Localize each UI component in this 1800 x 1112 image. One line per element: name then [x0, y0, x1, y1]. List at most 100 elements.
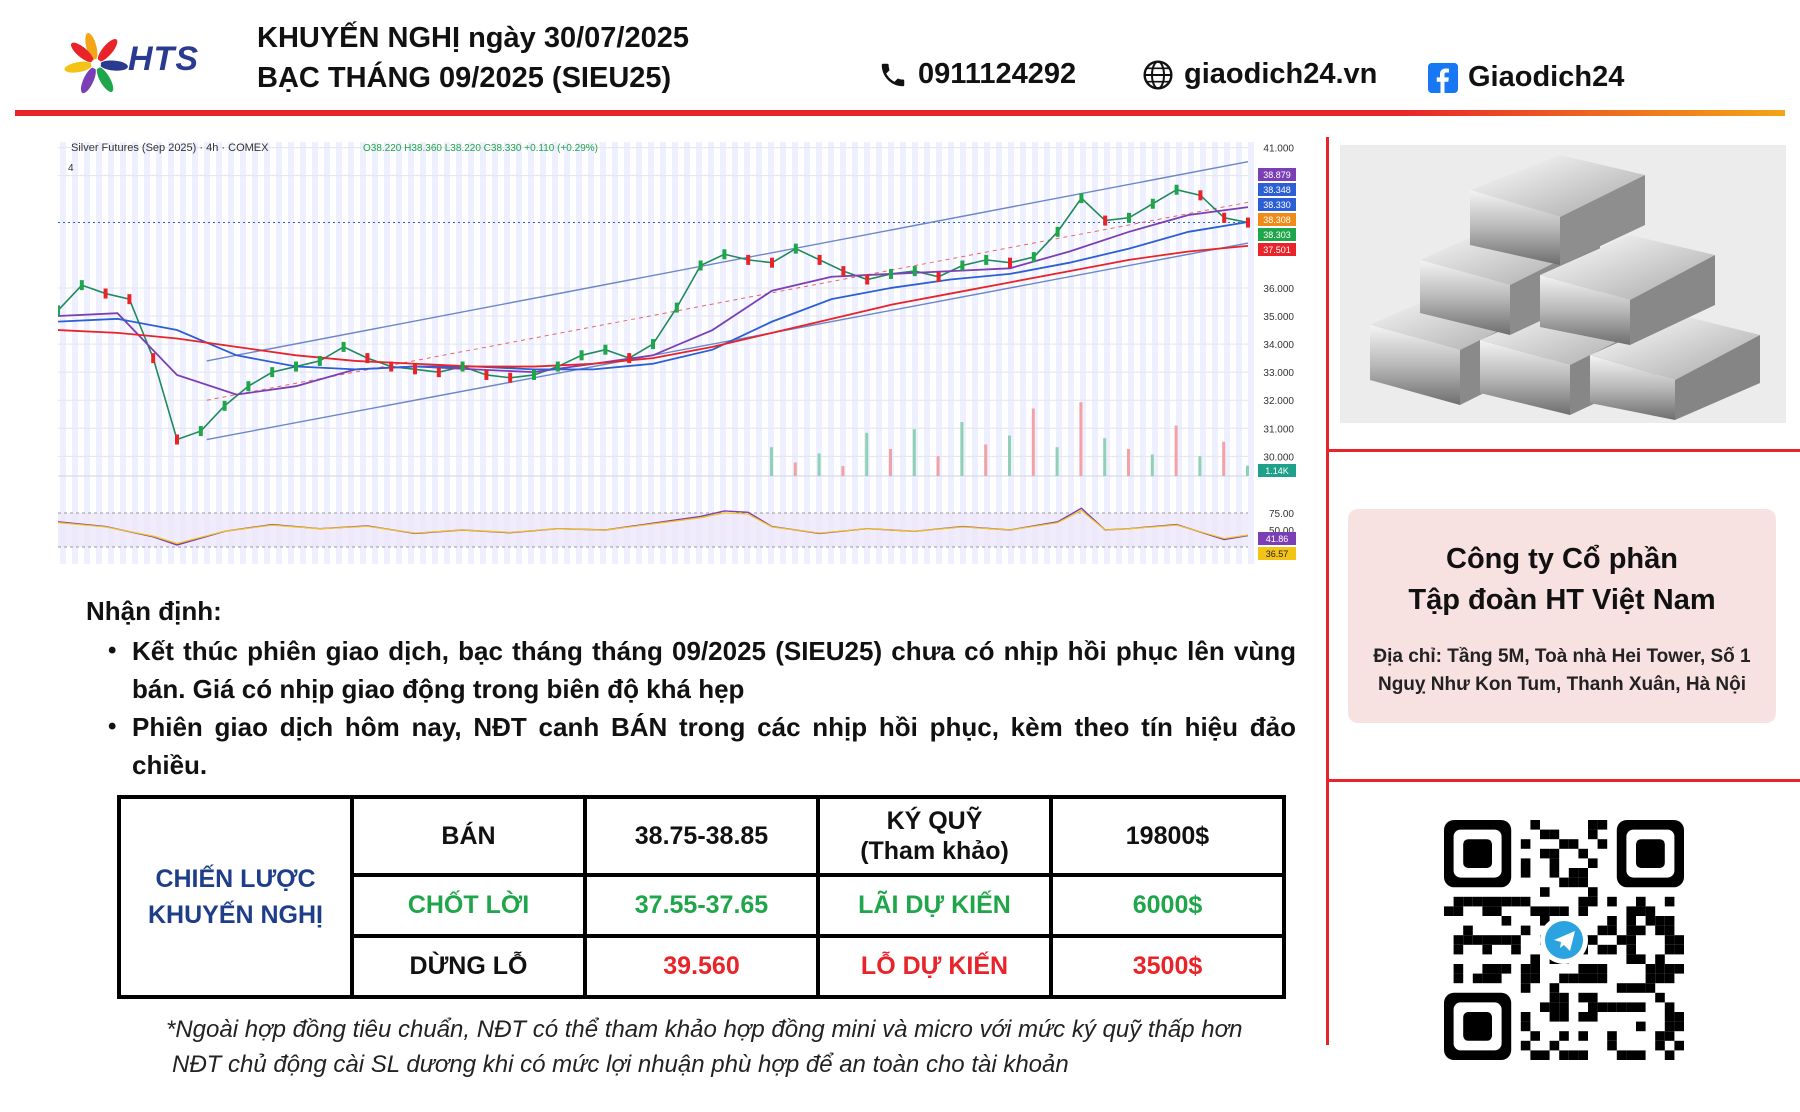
- candle-mark: [246, 381, 251, 392]
- candle-mark: [1127, 212, 1131, 223]
- qr-module: [1588, 896, 1598, 907]
- qr-module: [1453, 944, 1464, 955]
- qr-module: [1530, 964, 1540, 974]
- qr-module: [1655, 964, 1665, 974]
- qr-module: [1597, 1002, 1608, 1012]
- qr-module: [1655, 973, 1665, 984]
- bg-stripe: [924, 142, 930, 564]
- qr-module: [1578, 877, 1588, 888]
- bg-stripe: [156, 142, 162, 564]
- margin-label: KÝ QUỸ (Tham khảo): [816, 795, 1053, 877]
- telegram-qr-code[interactable]: [1444, 820, 1684, 1060]
- candle-mark: [1150, 198, 1155, 209]
- rsi-label: 41.86: [1266, 534, 1289, 544]
- website-text: giaodich24.vn: [1184, 58, 1378, 90]
- qr-module: [1597, 839, 1608, 849]
- candle-mark: [1174, 184, 1179, 195]
- qr-module: [1636, 925, 1646, 936]
- volume-bar: [912, 429, 916, 476]
- bg-stripe: [1032, 142, 1038, 564]
- analysis-title: Nhận định:: [86, 596, 222, 626]
- qr-module: [1453, 973, 1464, 984]
- qr-module: [1559, 877, 1569, 888]
- volume-bar: [817, 453, 821, 476]
- rsi-label-box: [1258, 532, 1296, 545]
- volume-bar: [1246, 465, 1249, 476]
- qr-module: [1626, 906, 1636, 916]
- candle-mark: [1079, 193, 1084, 204]
- candle-mark: [484, 369, 489, 380]
- bg-stripe: [168, 142, 174, 564]
- bg-stripe: [792, 142, 798, 564]
- facebook-icon: [1428, 62, 1458, 93]
- company-info-card: Công ty Cổ phần Tập đoàn HT Việt Nam Địa…: [1348, 509, 1776, 723]
- candle-mark: [722, 249, 727, 260]
- qr-module: [1578, 992, 1588, 1003]
- qr-module: [1636, 983, 1646, 993]
- qr-module: [1616, 1002, 1627, 1012]
- bg-stripe: [1068, 142, 1074, 564]
- qr-module: [1482, 964, 1492, 974]
- chart-canvas: 41.00040.00036.00035.00034.00033.00032.0…: [56, 134, 1300, 574]
- qr-module: [1559, 839, 1569, 849]
- bg-stripe: [864, 142, 870, 564]
- facebook-link[interactable]: Giaodich24: [1428, 61, 1624, 94]
- qr-module: [1501, 896, 1512, 907]
- qr-module: [1453, 935, 1464, 945]
- bg-stripe: [468, 142, 474, 564]
- qr-module: [1674, 964, 1684, 974]
- qr-module: [1559, 1050, 1569, 1060]
- qr-module: [1655, 916, 1665, 926]
- website-link[interactable]: giaodich24.vn: [1142, 58, 1377, 91]
- bg-stripe: [576, 142, 582, 564]
- bg-stripe: [816, 142, 822, 564]
- volume-bar: [1031, 408, 1035, 476]
- bg-stripe: [396, 142, 402, 564]
- volume-bar: [841, 466, 845, 476]
- volume-bar: [1079, 402, 1083, 476]
- bg-stripe: [84, 142, 90, 564]
- qr-module: [1607, 896, 1617, 907]
- report-subtitle: BẠC THÁNG 09/2025 (SIEU25): [257, 62, 672, 94]
- bg-stripe: [648, 142, 654, 564]
- candle-mark: [341, 341, 346, 352]
- candle-mark: [1246, 217, 1250, 228]
- take-profit-label: CHỐT LỜI: [350, 873, 587, 938]
- bg-stripe: [900, 142, 906, 564]
- bg-stripe: [840, 142, 846, 564]
- qr-module: [1578, 1050, 1588, 1060]
- bg-stripe: [96, 142, 102, 564]
- qr-module: [1540, 916, 1550, 926]
- candle-mark: [889, 268, 893, 279]
- series-line: [57, 221, 1249, 371]
- qr-module: [1674, 944, 1684, 955]
- phone-contact[interactable]: 0911124292: [878, 58, 1076, 91]
- qr-module: [1492, 973, 1502, 984]
- qr-module: [1636, 1050, 1646, 1060]
- rsi-tick-label: 50.00: [1269, 526, 1294, 537]
- qr-module: [1664, 944, 1675, 955]
- volume-bar: [1008, 435, 1011, 476]
- qr-module: [1645, 983, 1656, 993]
- bg-stripe: [528, 142, 534, 564]
- qr-module: [1492, 964, 1502, 974]
- sell-range: 38.75-38.85: [583, 795, 820, 877]
- bg-stripe: [852, 142, 858, 564]
- table-row: CHỐT LỜI 37.55-37.65 LÃI DỰ KIẾN 6000$: [119, 873, 1286, 938]
- bg-stripe: [312, 142, 318, 564]
- volume-bar: [1127, 449, 1130, 476]
- candle-mark: [460, 361, 465, 372]
- volume-bar: [1103, 438, 1107, 476]
- candle-mark: [151, 353, 156, 364]
- qr-module: [1453, 896, 1464, 907]
- qr-module: [1607, 1040, 1617, 1051]
- qr-module: [1520, 858, 1531, 868]
- qr-module: [1482, 944, 1492, 955]
- bg-stripe: [768, 142, 774, 564]
- qr-module: [1636, 1021, 1646, 1032]
- analysis-bullet-2: Phiên giao dịch hôm nay, NĐT canh BÁN tr…: [108, 708, 1296, 784]
- price-label-box: [1258, 228, 1296, 241]
- footnote-1: *Ngoài hợp đồng tiêu chuẩn, NĐT có thể t…: [166, 1016, 1243, 1043]
- bg-stripe: [204, 142, 210, 564]
- candle-mark: [508, 372, 513, 383]
